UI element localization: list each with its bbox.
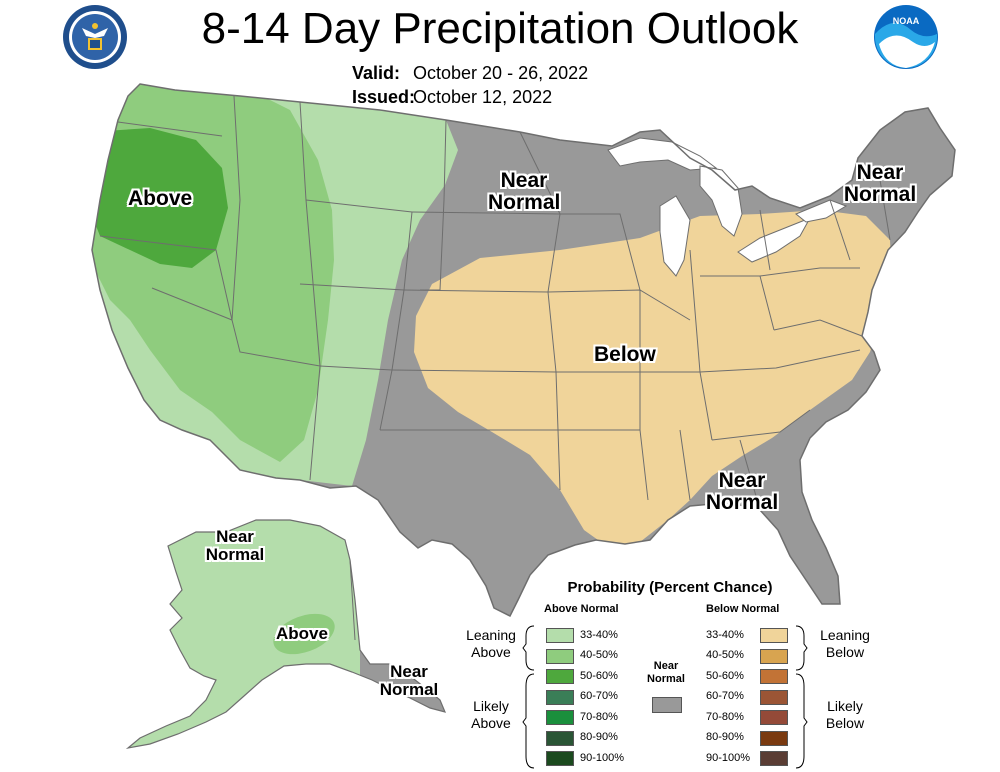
legend-above-label-3: 50-60% <box>580 669 618 682</box>
legend-leaning-below: Leaning Below <box>810 627 880 661</box>
legend-below-label-3: 50-60% <box>706 669 744 682</box>
legend-above-label-2: 40-50% <box>580 649 618 661</box>
issued-date: Issued: October 12, 2022 <box>352 86 552 108</box>
label-alaska-se-near-normal-line1: Near <box>390 662 428 681</box>
legend-below-label-6: 80-90% <box>706 731 744 743</box>
legend-below-label-7: 90-100% <box>706 751 751 764</box>
legend-near-normal-line2: Normal <box>647 673 685 685</box>
label-alaska-near-normal-line2: Normal <box>205 544 265 564</box>
legend-below-label-5: 70-80% <box>706 710 744 723</box>
legend-leaning-above-line1: Leaning <box>466 627 516 643</box>
legend-above-header: Above Normal <box>544 603 619 615</box>
legend-above-swatch-4 <box>546 689 574 705</box>
label-alaska-near-normal: Near Normal <box>200 528 270 564</box>
legend-below-swatch-2 <box>760 648 788 664</box>
noaa-logo-icon: NOAA <box>874 5 938 69</box>
label-near-normal-north: Near Normal <box>488 169 561 215</box>
legend-likely-above-line1: Likely <box>473 698 509 714</box>
state-boundaries <box>99 95 891 511</box>
legend-below-header: Below Normal <box>706 603 780 615</box>
legend-leaning-above: Leaning Above <box>456 627 526 661</box>
label-near-normal-southeast: Near Normal <box>700 469 784 515</box>
legend-above-swatch-6 <box>546 730 574 746</box>
legend-above-label-4: 60-70% <box>580 690 618 702</box>
legend-likely-below-line1: Likely <box>827 698 863 714</box>
label-near-normal-southeast-line2: Normal <box>705 491 779 515</box>
legend-brackets-left <box>522 625 535 769</box>
legend-likely-above-line2: Above <box>471 715 511 731</box>
label-alaska-near-normal-line1: Near <box>216 527 254 546</box>
legend-below-label-1: 33-40% <box>706 628 744 641</box>
label-alaska-se-near-normal-line2: Normal <box>379 679 439 699</box>
svg-text:NOAA: NOAA <box>893 16 920 26</box>
label-near-normal-north-line1: Near <box>500 169 548 192</box>
legend-below-swatch-4 <box>760 689 788 705</box>
valid-label: Valid: <box>352 63 401 83</box>
legend-near-normal: Near Normal <box>640 660 692 686</box>
legend-above-swatch-3 <box>546 669 574 684</box>
legend-below-swatch-3 <box>760 669 788 684</box>
department-of-commerce-seal-icon <box>63 5 127 69</box>
label-above-west: Above <box>128 187 193 210</box>
legend-likely-below-line2: Below <box>825 715 865 731</box>
legend-likely-above: Likely Above <box>456 698 526 732</box>
legend-title: Probability (Percent Chance) <box>567 579 773 596</box>
legend-near-normal-swatch <box>652 697 682 713</box>
label-near-normal-north-line2: Normal <box>488 191 561 215</box>
legend-above-swatch-2 <box>546 648 574 664</box>
legend-above-label-6: 80-90% <box>580 731 618 743</box>
label-below-central: Below <box>594 343 656 366</box>
legend-below-label-4: 60-70% <box>706 690 744 702</box>
legend-below-label-2: 40-50% <box>706 649 744 661</box>
issued-value: October 12, 2022 <box>413 87 553 107</box>
legend-below-swatch-5 <box>760 710 788 725</box>
legend-above-label-1: 33-40% <box>580 628 618 641</box>
legend-brackets-right <box>795 625 808 769</box>
label-near-normal-northeast: Near Normal <box>838 161 922 207</box>
label-alaska-se-near-normal: Near Normal <box>374 663 444 699</box>
legend-below-swatch-6 <box>760 730 788 746</box>
legend-below-swatch-7 <box>760 751 788 766</box>
above-50-60-area <box>92 128 228 268</box>
legend-leaning-below-line1: Leaning <box>820 627 870 643</box>
issued-label: Issued: <box>352 87 416 107</box>
valid-value: October 20 - 26, 2022 <box>413 63 589 83</box>
legend-above-swatch-1 <box>546 628 574 643</box>
great-lakes <box>607 137 848 277</box>
valid-dates: Valid: October 20 - 26, 2022 <box>352 62 588 84</box>
legend-near-normal-line1: Near <box>653 660 679 672</box>
below-33-40-area <box>414 210 892 550</box>
label-alaska-above: Above <box>276 624 328 643</box>
label-near-normal-northeast-line2: Normal <box>843 183 917 207</box>
legend-above-swatch-7 <box>546 751 574 766</box>
legend-likely-below: Likely Below <box>810 698 880 732</box>
legend-leaning-below-line2: Below <box>825 644 865 660</box>
legend-above-label-7: 90-100% <box>580 751 625 764</box>
page-title: 8-14 Day Precipitation Outlook <box>201 4 799 53</box>
legend-leaning-above-line2: Above <box>471 644 511 660</box>
label-near-normal-southeast-line1: Near <box>718 469 766 492</box>
label-near-normal-northeast-line1: Near <box>856 161 904 184</box>
legend-above-swatch-5 <box>546 710 574 725</box>
legend-below-swatch-1 <box>760 628 788 643</box>
legend-above-label-5: 70-80% <box>580 710 618 723</box>
